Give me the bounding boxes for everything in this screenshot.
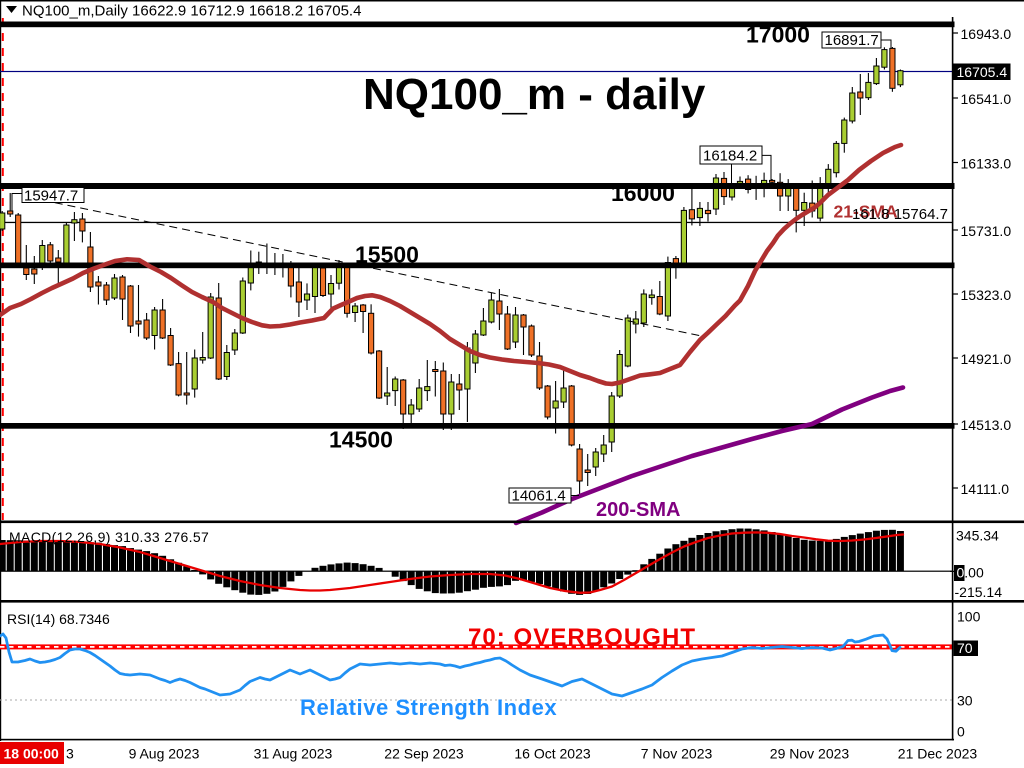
svg-text:16891.7: 16891.7 — [825, 32, 879, 49]
svg-text:31 Aug 2023: 31 Aug 2023 — [254, 746, 333, 762]
svg-text:16541.0: 16541.0 — [961, 91, 1012, 107]
svg-text:0: 0 — [957, 724, 965, 740]
svg-text:NQ100_m,Daily 16622.9 16712.9: NQ100_m,Daily 16622.9 16712.9 16618.2 16… — [22, 3, 361, 20]
svg-text:-215.14: -215.14 — [955, 584, 1003, 600]
svg-text:21 Dec 2023: 21 Dec 2023 — [898, 746, 978, 762]
svg-text:14921.0: 14921.0 — [961, 351, 1012, 367]
svg-text:345.34: 345.34 — [956, 528, 999, 544]
svg-text:16 Oct 2023: 16 Oct 2023 — [514, 746, 590, 762]
svg-text:15323.0: 15323.0 — [961, 287, 1012, 303]
svg-text:70: OVERBOUGHT: 70: OVERBOUGHT — [468, 624, 696, 651]
svg-text:16943.0: 16943.0 — [961, 26, 1012, 42]
svg-text:15731.0: 15731.0 — [961, 223, 1012, 239]
svg-text:100: 100 — [957, 609, 981, 625]
svg-text:16133.0: 16133.0 — [961, 156, 1012, 172]
svg-text:NQ100_m - daily: NQ100_m - daily — [363, 70, 706, 119]
svg-text:15500: 15500 — [355, 241, 419, 267]
svg-text:3: 3 — [66, 746, 74, 762]
svg-text:30: 30 — [957, 692, 973, 708]
svg-text:14111.0: 14111.0 — [961, 481, 1010, 497]
svg-text:MACD(12,26,9) 310.33 276.57: MACD(12,26,9) 310.33 276.57 — [9, 529, 209, 545]
svg-text:15947.7: 15947.7 — [24, 187, 78, 204]
svg-text:17000: 17000 — [746, 22, 810, 48]
svg-text:16184.2: 16184.2 — [703, 148, 757, 165]
svg-text:18 00:00: 18 00:00 — [4, 746, 59, 762]
svg-text:Relative Strength Index: Relative Strength Index — [300, 695, 557, 720]
svg-text:9 Aug 2023: 9 Aug 2023 — [129, 746, 200, 762]
svg-text:21-SMA: 21-SMA — [834, 202, 899, 222]
svg-text:22 Sep 2023: 22 Sep 2023 — [384, 746, 464, 762]
svg-text:161.8 15764.7: 161.8 15764.7 — [852, 206, 948, 223]
svg-text:70: 70 — [957, 640, 973, 656]
svg-text:14513.0: 14513.0 — [961, 417, 1012, 433]
svg-text:14500: 14500 — [329, 426, 393, 452]
svg-text:7 Nov 2023: 7 Nov 2023 — [641, 746, 713, 762]
svg-text:200-SMA: 200-SMA — [596, 499, 680, 521]
svg-text:16000: 16000 — [611, 180, 675, 206]
svg-text:0: 0 — [957, 565, 965, 581]
svg-text:RSI(14) 68.7346: RSI(14) 68.7346 — [7, 611, 110, 627]
svg-text:29 Nov 2023: 29 Nov 2023 — [770, 746, 850, 762]
svg-text:.00: .00 — [964, 565, 984, 581]
svg-text:16705.4: 16705.4 — [957, 64, 1008, 80]
svg-text:14061.4: 14061.4 — [512, 487, 566, 504]
